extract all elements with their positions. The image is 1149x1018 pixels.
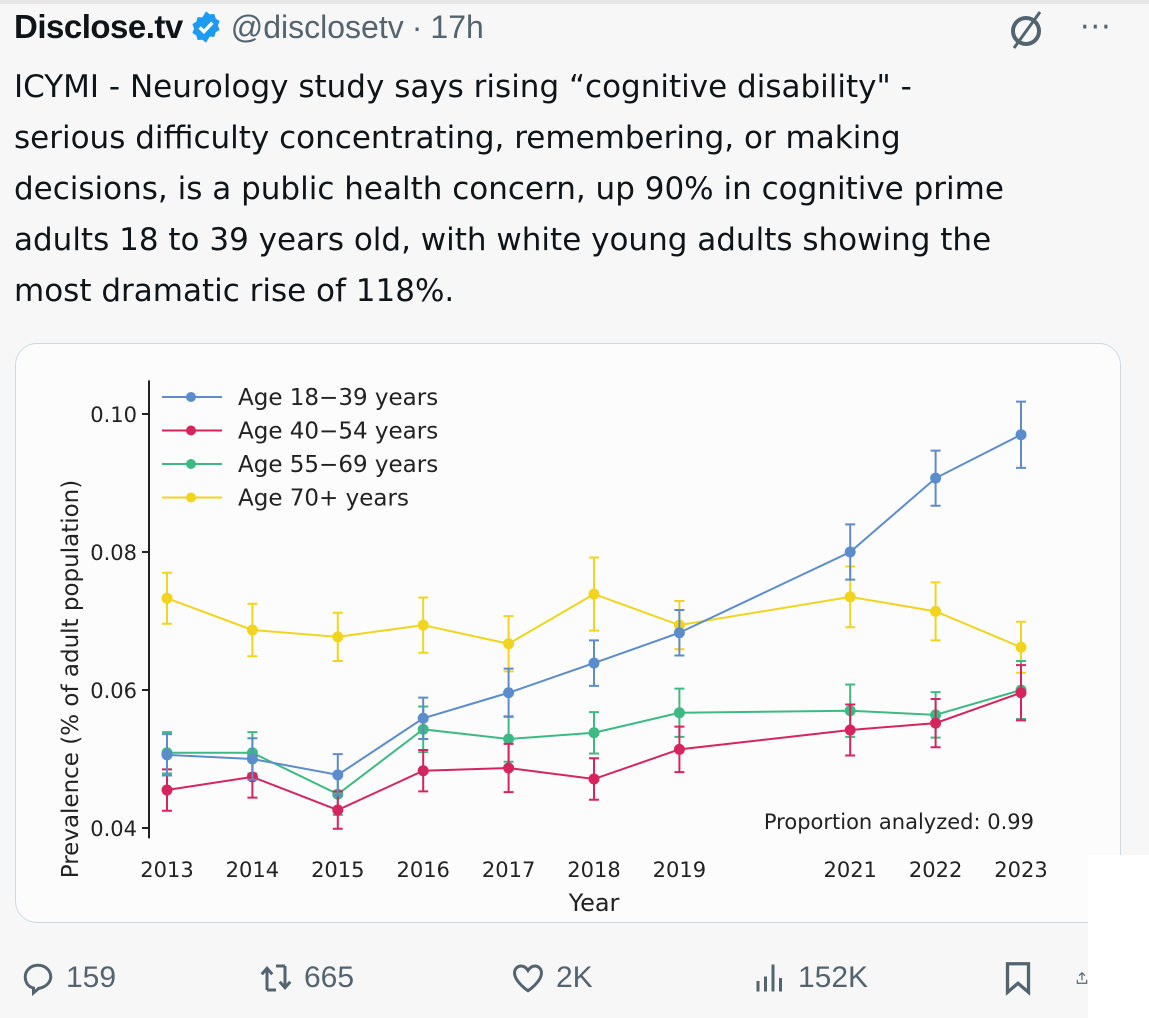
bookmark-button[interactable]	[1000, 960, 1036, 996]
y-axis-label: Prevalence (% of adult population)	[58, 480, 84, 878]
view-count: 152K	[798, 961, 869, 994]
data-point	[844, 546, 856, 558]
more-options-button[interactable]: ···	[1080, 10, 1112, 45]
separator: ·	[411, 8, 423, 45]
data-point	[161, 749, 173, 761]
data-point	[844, 591, 856, 603]
data-point	[588, 773, 600, 785]
series-line	[166, 592, 1022, 649]
prevalence-chart: 0.04 0.06 0.08 0.10 2013 2014 2015 2016 2017 2018…	[58, 380, 1048, 917]
data-point	[417, 619, 429, 631]
data-point	[161, 592, 173, 604]
annotation: Proportion analyzed: 0.99	[764, 810, 1034, 834]
series-line	[167, 689, 1022, 796]
data-point	[673, 743, 685, 755]
data-point	[588, 657, 600, 669]
legend-marker	[186, 459, 196, 469]
x-tick-label: 2019	[653, 858, 706, 882]
y-tick-label: 0.04	[90, 817, 137, 841]
data-point	[930, 472, 942, 484]
data-point	[930, 717, 942, 729]
data-point	[332, 769, 344, 781]
data-point	[588, 588, 600, 600]
legend-label: Age 40−54 years	[238, 419, 438, 445]
top-divider	[0, 0, 1149, 4]
data-point	[1015, 641, 1027, 653]
reply-count: 159	[66, 961, 117, 994]
repost-button[interactable]: 665	[258, 960, 354, 996]
analytics-icon	[756, 964, 782, 992]
data-point	[588, 727, 600, 739]
x-tick-label: 2016	[396, 858, 449, 882]
x-tick-label: 2013	[140, 858, 193, 882]
series-line	[166, 691, 1022, 812]
data-point	[1015, 429, 1027, 441]
data-point	[503, 733, 515, 745]
repost-count: 665	[304, 961, 355, 994]
x-tick-label: 2022	[909, 858, 962, 882]
data-point	[246, 624, 258, 636]
x-tick-label: 2023	[994, 858, 1047, 882]
data-point	[332, 804, 344, 816]
views-button[interactable]: 152K	[752, 960, 868, 996]
data-point	[673, 707, 685, 719]
tweet-text: ICYMI - Neurology study says rising “cog…	[14, 69, 1004, 309]
legend-label: Age 70+ years	[238, 486, 409, 512]
data-point	[417, 765, 429, 777]
x-axis-label: Year	[568, 889, 620, 917]
legend-label: Age 55−69 years	[238, 452, 438, 478]
y-tick-label: 0.10	[90, 403, 137, 427]
y-tick-label: 0.08	[90, 541, 137, 565]
data-point	[503, 638, 515, 650]
data-point	[503, 687, 515, 699]
series-line	[166, 433, 1022, 776]
heart-icon	[512, 964, 544, 993]
bookmark-icon	[1005, 962, 1031, 996]
x-tick-label: 2015	[311, 858, 364, 882]
data-point	[503, 762, 515, 774]
share-icon	[1076, 971, 1088, 984]
overlay-block	[1088, 855, 1149, 1018]
reply-button[interactable]: 159	[20, 960, 116, 996]
x-tick-label: 2018	[567, 858, 620, 882]
timestamp[interactable]: 17h	[430, 8, 484, 45]
data-point	[161, 784, 173, 796]
y-tick-label: 0.06	[90, 679, 137, 703]
display-name[interactable]: Disclose.tv	[14, 8, 183, 45]
legend-marker	[186, 425, 196, 436]
legend-label: Age 18−39 years	[238, 385, 438, 411]
like-count: 2K	[556, 961, 593, 994]
data-point	[246, 753, 258, 765]
data-point	[844, 724, 856, 736]
tweet-header: Disclose.tv @disclosetv · 17h	[14, 8, 484, 46]
legend-marker	[186, 392, 196, 402]
reply-icon	[23, 963, 53, 996]
data-point	[930, 605, 942, 617]
repost-icon	[260, 964, 292, 992]
grok-icon[interactable]	[1006, 10, 1046, 50]
like-button[interactable]: 2K	[510, 960, 593, 996]
tweet-actions: 159 665 2K 152K	[0, 960, 1149, 1004]
share-button[interactable]	[1075, 960, 1089, 996]
data-point	[332, 631, 344, 643]
data-point	[417, 712, 429, 724]
x-tick-label: 2017	[482, 858, 535, 882]
x-tick-label: 2021	[823, 858, 876, 882]
x-tick-label: 2014	[226, 858, 279, 882]
data-point	[1015, 687, 1027, 699]
handle[interactable]: @disclosetv	[230, 8, 404, 45]
data-point	[673, 627, 685, 639]
chart-image[interactable]: 0.04 0.06 0.08 0.10 2013 2014 2015 2016 2017 2018…	[15, 343, 1121, 923]
verified-badge-icon	[192, 11, 220, 43]
legend-marker	[186, 492, 196, 503]
